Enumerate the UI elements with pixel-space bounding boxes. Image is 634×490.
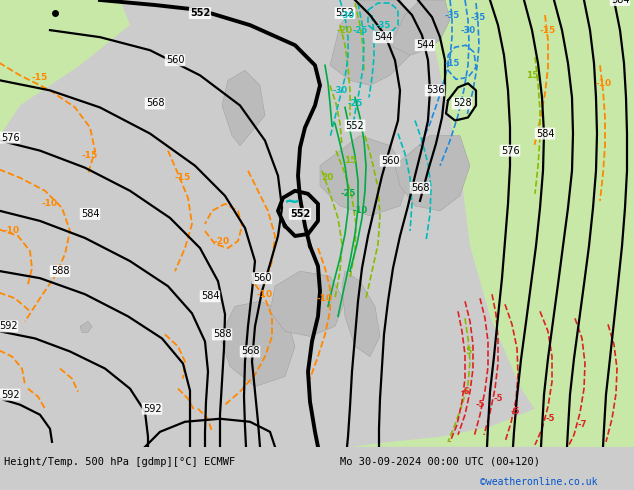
Text: -25: -25 [353, 25, 368, 35]
Text: -5: -5 [545, 414, 555, 423]
Text: 584: 584 [536, 128, 554, 139]
Text: -10: -10 [42, 199, 58, 208]
Polygon shape [395, 136, 470, 211]
Text: -20: -20 [214, 237, 230, 245]
Text: Height/Temp. 500 hPa [gdmp][°C] ECMWF: Height/Temp. 500 hPa [gdmp][°C] ECMWF [4, 457, 235, 467]
Polygon shape [80, 321, 92, 332]
Text: 592: 592 [0, 321, 17, 331]
Text: -35: -35 [444, 11, 460, 20]
Text: -20: -20 [337, 25, 353, 35]
Text: 552: 552 [190, 8, 210, 18]
Text: -35: -35 [470, 13, 486, 22]
Text: 560: 560 [165, 55, 184, 65]
Polygon shape [220, 301, 295, 387]
Text: ~: ~ [284, 191, 301, 210]
Polygon shape [320, 136, 410, 216]
Polygon shape [0, 0, 130, 136]
Text: 536: 536 [426, 85, 444, 96]
Text: 576: 576 [501, 146, 519, 156]
Polygon shape [342, 271, 380, 357]
Polygon shape [300, 367, 634, 447]
Text: -25: -25 [340, 189, 356, 198]
Text: -25: -25 [347, 99, 363, 108]
Text: 592: 592 [1, 390, 19, 400]
Text: 584: 584 [611, 0, 630, 5]
Text: Mo 30-09-2024 00:00 UTC (00+120): Mo 30-09-2024 00:00 UTC (00+120) [340, 457, 540, 467]
Text: 544: 544 [374, 32, 392, 42]
Text: -5: -5 [510, 407, 520, 416]
Text: -35: -35 [375, 21, 391, 29]
Text: 552: 552 [335, 8, 354, 18]
Text: 568: 568 [146, 98, 164, 108]
Text: -10: -10 [353, 206, 368, 216]
Text: 588: 588 [213, 329, 231, 340]
Polygon shape [222, 70, 265, 146]
Polygon shape [420, 0, 634, 447]
Text: 560: 560 [381, 156, 399, 166]
Text: -15: -15 [175, 173, 191, 182]
Text: 568: 568 [411, 183, 429, 193]
Text: -30: -30 [339, 11, 354, 20]
Text: -7: -7 [578, 420, 586, 429]
Text: -10: -10 [257, 290, 273, 299]
Text: 560: 560 [253, 273, 271, 283]
Text: -10: -10 [596, 79, 612, 88]
Text: -15: -15 [444, 59, 460, 68]
Text: 552: 552 [346, 121, 365, 130]
Text: -5: -5 [476, 400, 485, 409]
Text: 568: 568 [241, 346, 259, 357]
Text: 15: 15 [526, 71, 538, 80]
Polygon shape [330, 0, 420, 85]
Text: 592: 592 [143, 404, 161, 414]
Text: 528: 528 [453, 98, 471, 108]
Text: 20: 20 [321, 173, 333, 182]
Text: -15: -15 [82, 151, 98, 160]
Text: 15: 15 [344, 156, 356, 165]
Text: 544: 544 [416, 40, 434, 50]
Polygon shape [390, 0, 450, 55]
Text: 576: 576 [1, 133, 19, 143]
Text: ©weatheronline.co.uk: ©weatheronline.co.uk [480, 477, 597, 487]
Text: -10: -10 [317, 294, 333, 303]
Text: -30: -30 [332, 86, 347, 95]
Text: -10: -10 [4, 226, 20, 236]
Text: -6: -6 [460, 387, 470, 396]
Text: 584: 584 [81, 209, 100, 219]
Text: 5: 5 [465, 347, 471, 356]
Text: 584: 584 [201, 291, 219, 301]
Text: -5: -5 [493, 394, 503, 403]
Text: -30: -30 [460, 25, 476, 35]
Polygon shape [270, 271, 345, 337]
Text: -15: -15 [32, 73, 48, 82]
Text: 552: 552 [290, 209, 310, 219]
Text: 588: 588 [51, 266, 69, 276]
Text: -15: -15 [540, 25, 556, 35]
